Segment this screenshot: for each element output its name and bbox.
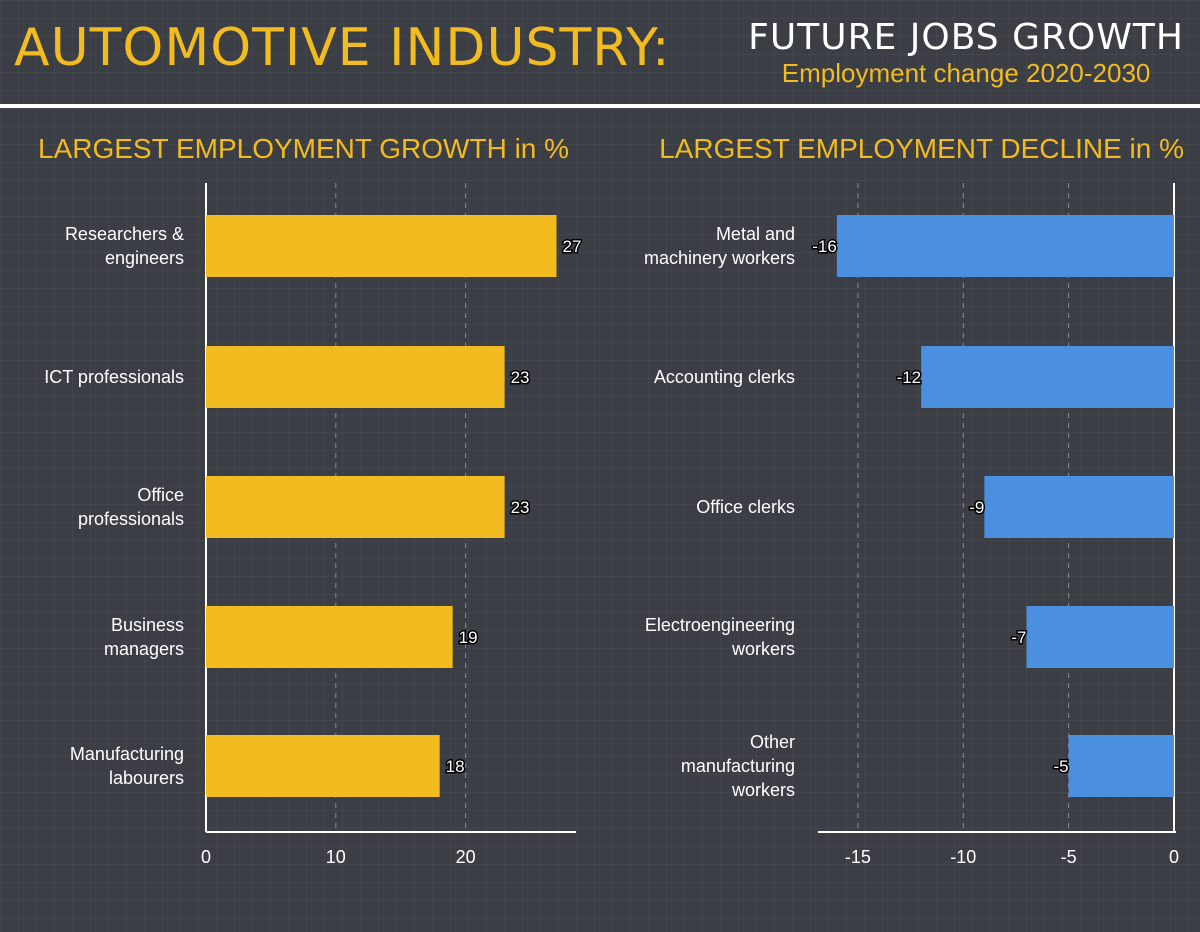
growth-data-label: 27 [563, 237, 582, 256]
decline-category-label: Other manufacturing workers [681, 732, 795, 800]
decline-category-label: Metal and machinery workers [644, 224, 795, 268]
decline-data-label: -7 [1011, 628, 1026, 647]
decline-bar [984, 476, 1174, 538]
page-subtitle: FUTURE JOBS GROWTH [748, 17, 1184, 58]
growth-category-label: Researchers & engineers [65, 224, 184, 268]
decline-category-label: Accounting clerks [654, 367, 795, 387]
growth-bar [206, 476, 505, 538]
growth-data-label: 18 [446, 757, 465, 776]
growth-tick-label: 20 [456, 847, 476, 867]
decline-tick-label: 0 [1169, 847, 1179, 867]
decline-category-label: Office clerks [696, 497, 795, 517]
decline-data-label: -16 [812, 237, 837, 256]
page-subtitle-secondary: Employment change 2020-2030 [781, 58, 1151, 88]
growth-data-label: 19 [459, 628, 478, 647]
growth-data-label: 23 [511, 368, 530, 387]
growth-bar [206, 735, 440, 797]
growth-chart-title: LARGEST EMPLOYMENT GROWTH in % [38, 133, 570, 164]
growth-category-label: Business managers [104, 615, 184, 659]
growth-bar [206, 215, 557, 277]
growth-bar [206, 606, 453, 668]
growth-category-label: Office professionals [78, 485, 184, 529]
decline-data-label: -9 [969, 498, 984, 517]
title-block: FUTURE JOBS GROWTH Employment change 202… [748, 16, 1184, 88]
decline-bar [1068, 735, 1174, 797]
growth-bar [206, 346, 505, 408]
decline-tick-label: -5 [1061, 847, 1077, 867]
page-title: AUTOMOTIVE INDUSTRY: [14, 18, 671, 78]
growth-tick-label: 0 [201, 847, 211, 867]
decline-bar [1026, 606, 1174, 668]
decline-data-label: -5 [1054, 757, 1069, 776]
growth-category-label: Manufacturing labourers [70, 744, 184, 788]
header-divider [0, 104, 1200, 108]
decline-tick-label: -15 [845, 847, 871, 867]
decline-category-label: Electroengineering workers [645, 615, 795, 659]
decline-bar [836, 215, 1174, 277]
growth-category-label: ICT professionals [44, 367, 184, 387]
growth-tick-label: 10 [326, 847, 346, 867]
decline-tick-label: -10 [950, 847, 976, 867]
decline-data-label: -12 [897, 368, 922, 387]
growth-data-label: 23 [511, 498, 530, 517]
decline-bar [921, 346, 1174, 408]
decline-chart-title: LARGEST EMPLOYMENT DECLINE in % [659, 133, 1184, 164]
